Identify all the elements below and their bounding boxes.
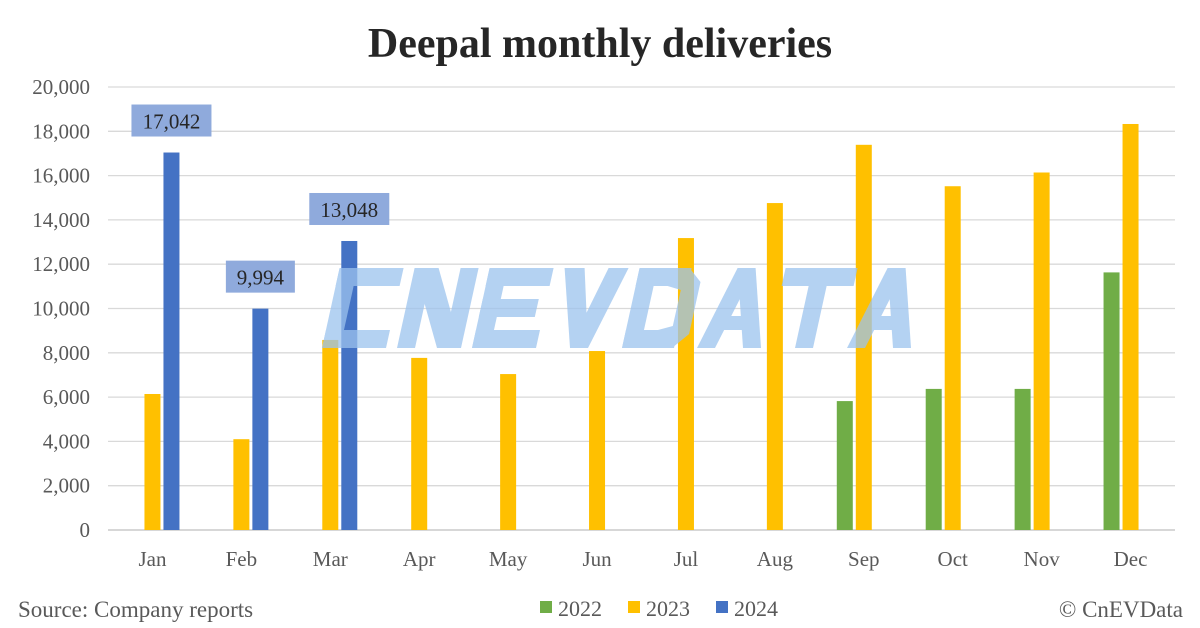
bar-2022-sep	[836, 401, 853, 530]
x-tick-label: Sep	[848, 547, 880, 571]
legend-label-2023: 2023	[646, 596, 690, 621]
undefined	[658, 268, 701, 348]
bar-2023-nov	[1033, 172, 1050, 530]
bar-2023-jun	[589, 351, 606, 530]
x-tick-label: Aug	[757, 547, 794, 571]
y-tick-label: 4,000	[43, 429, 90, 453]
y-tick-label: 6,000	[43, 385, 90, 409]
watermark-logo	[322, 268, 911, 348]
y-tick-label: 18,000	[32, 119, 90, 143]
data-label-box	[225, 260, 295, 293]
x-tick-label: Apr	[403, 547, 436, 571]
chart-title: Deepal monthly deliveries	[368, 21, 832, 67]
undefined	[478, 299, 539, 317]
legend-swatch-2022	[540, 601, 552, 613]
x-tick-label: Jul	[674, 547, 699, 571]
x-tick-label: Mar	[313, 547, 348, 571]
undefined	[322, 268, 358, 348]
bar-2023-mar	[322, 339, 339, 530]
legend-label-2022: 2022	[558, 596, 602, 621]
undefined	[485, 268, 554, 286]
copyright: © CnEVData	[1059, 597, 1183, 622]
y-tick-label: 16,000	[32, 164, 90, 188]
x-tick-label: Nov	[1024, 547, 1061, 571]
legend-swatch-2023	[628, 601, 640, 613]
bar-2024-jan	[163, 152, 180, 530]
y-tick-label: 12,000	[32, 252, 90, 276]
data-label: 13,048	[320, 198, 378, 222]
legend-label-2024: 2024	[734, 596, 778, 621]
x-tick-label: Oct	[938, 547, 968, 571]
bar-2022-oct	[925, 388, 942, 530]
source-note: Source: Company reports	[18, 597, 253, 622]
bar-2023-dec	[1122, 123, 1139, 530]
x-tick-label: Feb	[226, 547, 258, 571]
undefined	[578, 268, 629, 348]
data-label: 9,994	[237, 266, 285, 290]
x-tick-label: Jan	[138, 547, 166, 571]
bar-2023-feb	[233, 439, 250, 530]
undefined	[867, 316, 902, 330]
undefined	[737, 268, 761, 348]
y-tick-label: 20,000	[32, 75, 90, 99]
undefined	[622, 268, 658, 348]
bar-2023-aug	[766, 203, 783, 531]
data-label-box	[309, 192, 390, 225]
y-tick-label: 10,000	[32, 297, 90, 321]
undefined	[795, 268, 831, 348]
undefined	[472, 330, 540, 348]
undefined	[322, 330, 390, 348]
data-label: 17,042	[143, 110, 201, 134]
bar-2022-dec	[1103, 272, 1120, 530]
bar-2024-feb	[252, 308, 269, 530]
bar-2023-oct	[944, 186, 961, 530]
undefined	[717, 316, 752, 330]
data-label-box	[131, 104, 212, 137]
bar-2023-jan	[144, 393, 161, 530]
bar-2023-apr	[411, 357, 428, 530]
undefined	[887, 268, 911, 348]
bar-2023-may	[500, 374, 517, 530]
y-tick-label: 8,000	[43, 341, 90, 365]
bar-2022-nov	[1014, 388, 1031, 530]
x-tick-label: Jun	[582, 547, 612, 571]
x-tick-label: May	[489, 547, 528, 571]
y-tick-label: 14,000	[32, 208, 90, 232]
y-tick-label: 2,000	[43, 474, 90, 498]
legend-swatch-2024	[716, 601, 728, 613]
x-tick-label: Dec	[1114, 547, 1148, 571]
undefined	[414, 268, 461, 348]
y-tick-label: 0	[80, 518, 91, 542]
